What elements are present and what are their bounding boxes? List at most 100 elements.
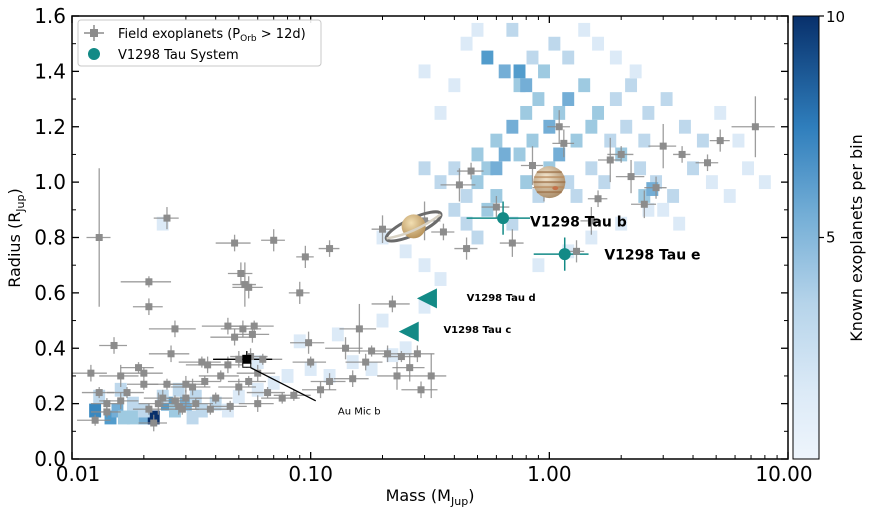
histogram-bin bbox=[758, 175, 771, 190]
histogram-bin bbox=[687, 161, 699, 176]
field-exoplanet-point bbox=[212, 394, 220, 402]
field-exoplanet-point bbox=[110, 341, 118, 349]
field-exoplanet-point bbox=[301, 253, 309, 261]
field-exoplanet-point bbox=[189, 383, 197, 391]
field-exoplanet-point bbox=[270, 236, 278, 244]
y-tick-label: 1.0 bbox=[34, 170, 66, 194]
y-axis-title: Radius (RJup) bbox=[5, 188, 27, 288]
colorbar-tick-label: 5 bbox=[826, 229, 836, 247]
histogram-bin bbox=[126, 410, 139, 425]
field-exoplanet-point bbox=[716, 137, 724, 145]
field-exoplanet-point bbox=[751, 123, 759, 131]
histogram-bin bbox=[331, 327, 344, 342]
field-exoplanet-point bbox=[150, 419, 158, 427]
field-exoplanet-point bbox=[226, 402, 234, 410]
field-exoplanet-point bbox=[245, 283, 253, 291]
histogram-bin bbox=[625, 78, 638, 93]
field-exoplanet-point bbox=[254, 400, 262, 408]
v1298-tau-upper-limit bbox=[416, 288, 437, 309]
histogram-bin bbox=[642, 105, 655, 120]
au-mic-b-pointer bbox=[250, 367, 317, 402]
y-tick-label: 0.8 bbox=[34, 226, 66, 250]
field-exoplanet-point bbox=[103, 408, 111, 416]
planet-icons bbox=[384, 166, 566, 243]
field-exoplanet-point bbox=[264, 389, 272, 397]
x-tick-label: 10.00 bbox=[755, 462, 812, 486]
histogram-bin bbox=[281, 369, 294, 383]
histogram-bin bbox=[418, 64, 431, 79]
field-exoplanet-point bbox=[245, 377, 253, 385]
field-exoplanet-point bbox=[224, 322, 232, 330]
field-exoplanet-point bbox=[606, 156, 614, 164]
histogram-bin bbox=[538, 64, 550, 79]
field-exoplanet-point bbox=[117, 397, 125, 405]
histogram-bin bbox=[526, 133, 539, 148]
histogram-bin bbox=[448, 78, 461, 93]
y-tick-label: 0.6 bbox=[34, 281, 66, 305]
histogram-bin bbox=[471, 147, 484, 162]
histogram-bin bbox=[490, 133, 503, 148]
field-exoplanet-point bbox=[393, 372, 401, 380]
histogram-bin bbox=[609, 50, 622, 65]
histogram-bin bbox=[471, 22, 484, 37]
histogram-bin bbox=[490, 161, 503, 176]
field-exoplanet-point bbox=[296, 289, 304, 297]
legend: Field exoplanets (POrb > 12d) V1298 Tau … bbox=[77, 19, 322, 67]
field-exoplanet-point bbox=[224, 361, 232, 369]
histogram-bin bbox=[620, 119, 633, 134]
histogram-bin bbox=[615, 216, 628, 231]
histogram-bin bbox=[399, 341, 412, 356]
v1298-tau-point bbox=[497, 212, 510, 225]
field-exoplanet-point bbox=[421, 217, 429, 225]
histogram-bin bbox=[570, 133, 583, 148]
field-exoplanet-point bbox=[198, 358, 206, 366]
jupiter-spot bbox=[552, 186, 559, 191]
histogram-bin bbox=[293, 334, 306, 349]
field-exoplanet-point bbox=[103, 400, 111, 408]
histogram-bin bbox=[304, 362, 317, 376]
field-exoplanet-point bbox=[307, 358, 315, 366]
histogram-bin bbox=[532, 258, 545, 273]
histogram-bin bbox=[481, 50, 494, 65]
histogram-bin bbox=[365, 362, 378, 376]
field-exoplanet-point bbox=[239, 325, 247, 333]
histogram-bin bbox=[520, 105, 533, 120]
colorbar-tick-label: 10 bbox=[826, 8, 845, 26]
histogram-bin bbox=[168, 403, 181, 418]
field-exoplanet-point bbox=[627, 173, 635, 181]
field-exoplanet-point bbox=[355, 325, 363, 333]
field-exoplanet-point bbox=[167, 350, 175, 358]
histogram-bin bbox=[642, 202, 655, 217]
colorbar-ticks: 5 10 bbox=[819, 8, 845, 247]
histogram-bin bbox=[585, 161, 598, 176]
histogram-bin bbox=[460, 216, 473, 231]
field-exoplanet-point bbox=[368, 347, 376, 355]
histogram-bin bbox=[660, 92, 673, 106]
histogram-bin bbox=[251, 382, 264, 397]
field-exoplanet-point bbox=[154, 400, 162, 408]
field-exoplanet-point bbox=[678, 150, 686, 158]
field-exoplanet-point bbox=[397, 353, 405, 361]
histogram-bin bbox=[562, 92, 575, 106]
field-exoplanet-point bbox=[117, 372, 125, 380]
field-exoplanet-point bbox=[659, 142, 667, 150]
field-exoplanet-point bbox=[204, 361, 212, 369]
field-exoplanet-point bbox=[467, 167, 475, 175]
histogram-bin bbox=[471, 230, 484, 245]
histogram-bin bbox=[498, 64, 511, 79]
histogram-bin bbox=[667, 189, 680, 203]
field-exoplanet-point bbox=[587, 217, 595, 225]
field-exoplanet-point bbox=[145, 303, 153, 311]
field-exoplanet-point bbox=[290, 391, 298, 399]
histogram-bin bbox=[111, 403, 124, 418]
field-exoplanet-point bbox=[171, 325, 179, 333]
histogram-bin bbox=[156, 216, 169, 231]
field-exoplanet-point bbox=[201, 377, 209, 385]
histogram-bin bbox=[506, 216, 519, 231]
field-exoplanet-point bbox=[508, 239, 516, 247]
histogram-bin bbox=[609, 92, 622, 106]
histogram-bin bbox=[189, 389, 202, 404]
annotations: V1298 Tau b V1298 Tau e V1298 Tau d V1298 T… bbox=[242, 214, 701, 418]
x-tick-label: 0.10 bbox=[288, 462, 333, 486]
